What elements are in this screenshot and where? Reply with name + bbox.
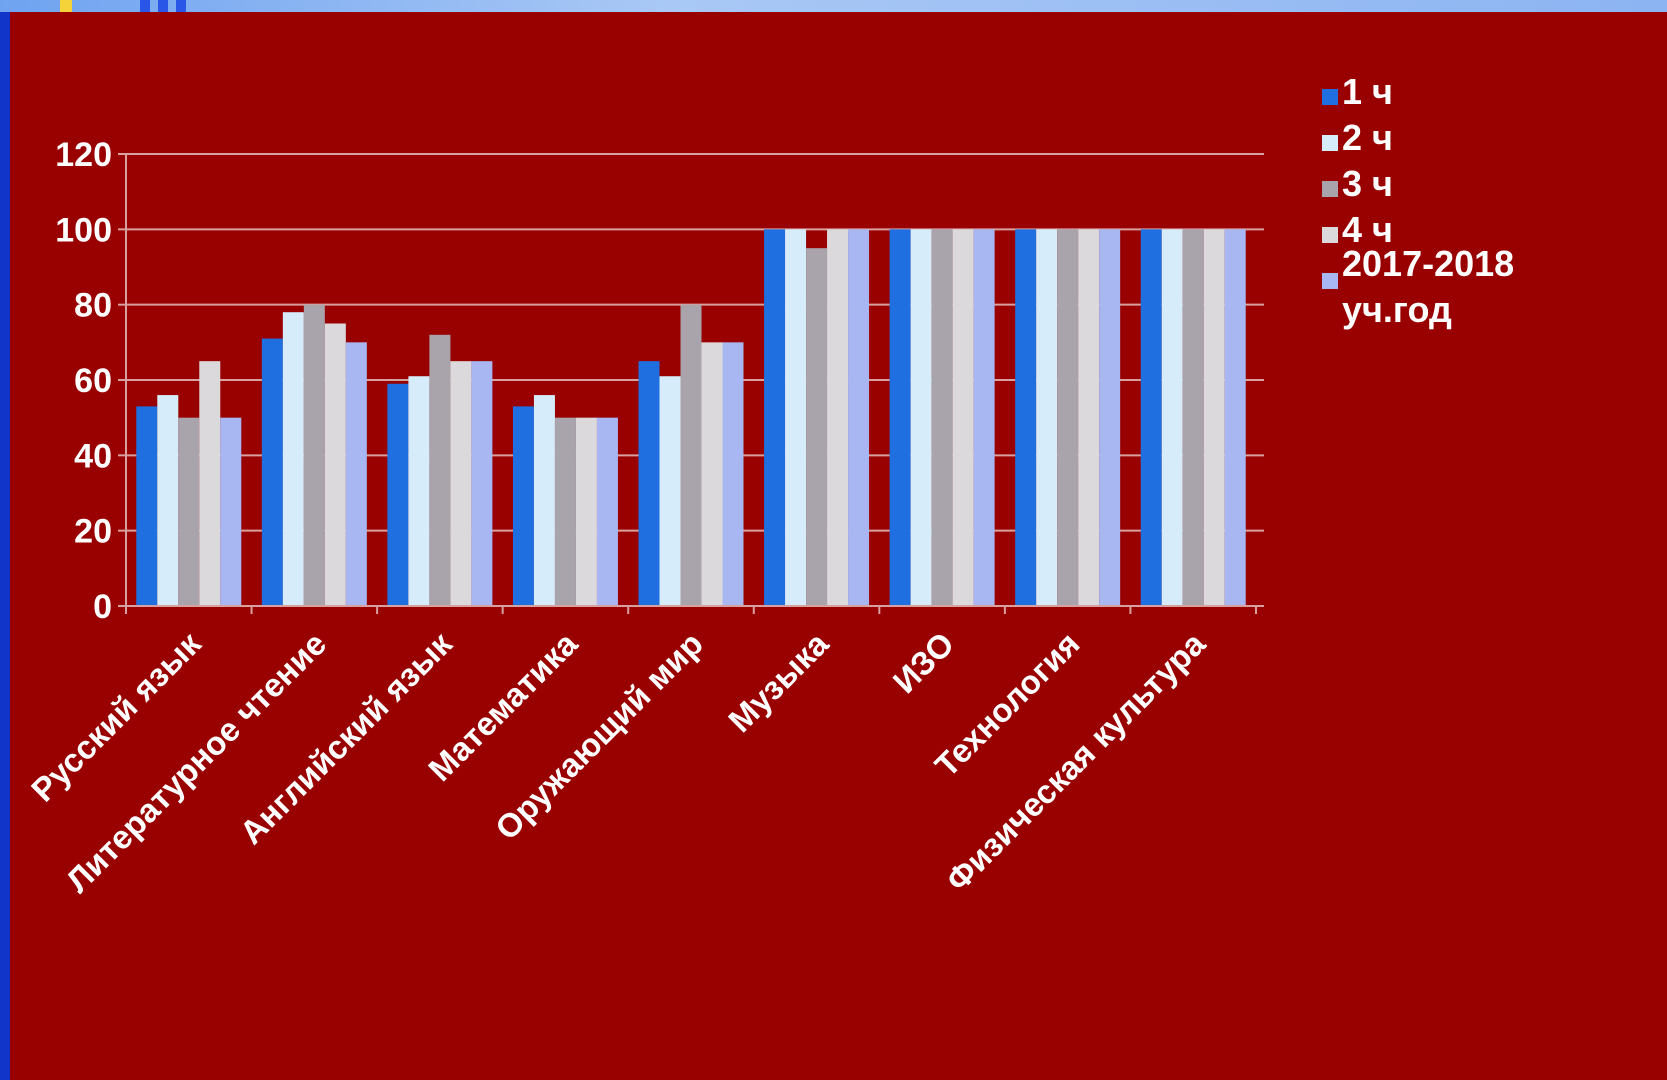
y-tick-labels: 0 20 40 60 80 100 120 — [55, 136, 112, 626]
legend-swatch — [1322, 273, 1338, 289]
bar — [282, 312, 304, 606]
category-label: Оружающий мир — [488, 625, 710, 847]
bar — [806, 248, 828, 606]
bar — [199, 361, 221, 606]
bar — [450, 361, 472, 606]
bar — [345, 342, 367, 606]
y-tick-label: 20 — [74, 513, 112, 551]
top-decor-strip — [0, 0, 1667, 12]
category-label: Английский язык — [232, 624, 459, 851]
bar — [1015, 229, 1037, 607]
bar — [1161, 229, 1183, 607]
top-decor-mark — [140, 0, 150, 12]
legend-swatch — [1322, 227, 1338, 243]
bar — [785, 229, 807, 607]
bar — [1078, 229, 1100, 607]
bar — [387, 383, 409, 606]
category-label: Музыка — [721, 624, 836, 739]
category-label: Литературное чтение — [59, 625, 334, 900]
bar — [596, 417, 618, 606]
bar — [848, 229, 870, 607]
bar — [638, 361, 660, 606]
axes — [118, 153, 1264, 614]
legend-label: 4 ч — [1342, 209, 1393, 250]
bar — [1224, 229, 1246, 607]
bar — [952, 229, 974, 607]
bar — [1099, 229, 1121, 607]
bar — [408, 376, 430, 606]
bar — [889, 229, 911, 607]
bar — [1182, 229, 1204, 607]
bar — [324, 323, 346, 606]
top-decor-mark — [158, 0, 168, 12]
legend-label: 2017-2018 уч.год — [1342, 243, 1514, 330]
legend-label: 2 ч — [1342, 117, 1393, 158]
legend-swatch — [1322, 181, 1338, 197]
y-tick-label: 120 — [55, 136, 112, 174]
bar — [533, 395, 555, 606]
y-tick-label: 60 — [74, 362, 112, 400]
bar-chart: 0 20 40 60 80 100 120 Русский языкЛитературное… — [24, 71, 1514, 899]
chart-panel: 0 20 40 60 80 100 120 Русский язык Литературное… — [10, 12, 1667, 1080]
category-label: ИЗО — [886, 625, 961, 700]
bar — [1203, 229, 1225, 607]
bar — [429, 334, 451, 606]
bar — [554, 417, 576, 606]
bar — [136, 406, 158, 606]
category-label: Физическая культура — [938, 624, 1212, 898]
bar — [764, 229, 786, 607]
bar — [931, 229, 953, 607]
bar — [178, 417, 200, 606]
legend-swatch — [1322, 89, 1338, 105]
y-tick-label: 40 — [74, 437, 112, 475]
legend-label: 3 ч — [1342, 163, 1393, 204]
bar — [910, 229, 932, 607]
bars — [136, 229, 1246, 607]
bar — [303, 304, 325, 606]
bar — [261, 338, 283, 606]
bar — [157, 395, 179, 606]
bar — [471, 361, 493, 606]
bar — [722, 342, 744, 606]
bar — [512, 406, 534, 606]
bar — [827, 229, 849, 607]
y-tick-label: 80 — [74, 287, 112, 325]
top-decor-mark — [60, 0, 72, 12]
bar — [680, 304, 702, 606]
bar — [659, 376, 681, 606]
bar — [973, 229, 995, 607]
y-tick-label: 100 — [55, 211, 112, 249]
top-decor-mark — [176, 0, 186, 12]
y-tick-label: 0 — [93, 588, 112, 626]
bar — [1057, 229, 1079, 607]
bar — [575, 417, 597, 606]
bar — [701, 342, 723, 606]
bar — [1140, 229, 1162, 607]
legend-label: 1 ч — [1342, 71, 1393, 112]
bar — [1036, 229, 1058, 607]
bar — [220, 417, 242, 606]
legend-swatch — [1322, 135, 1338, 151]
